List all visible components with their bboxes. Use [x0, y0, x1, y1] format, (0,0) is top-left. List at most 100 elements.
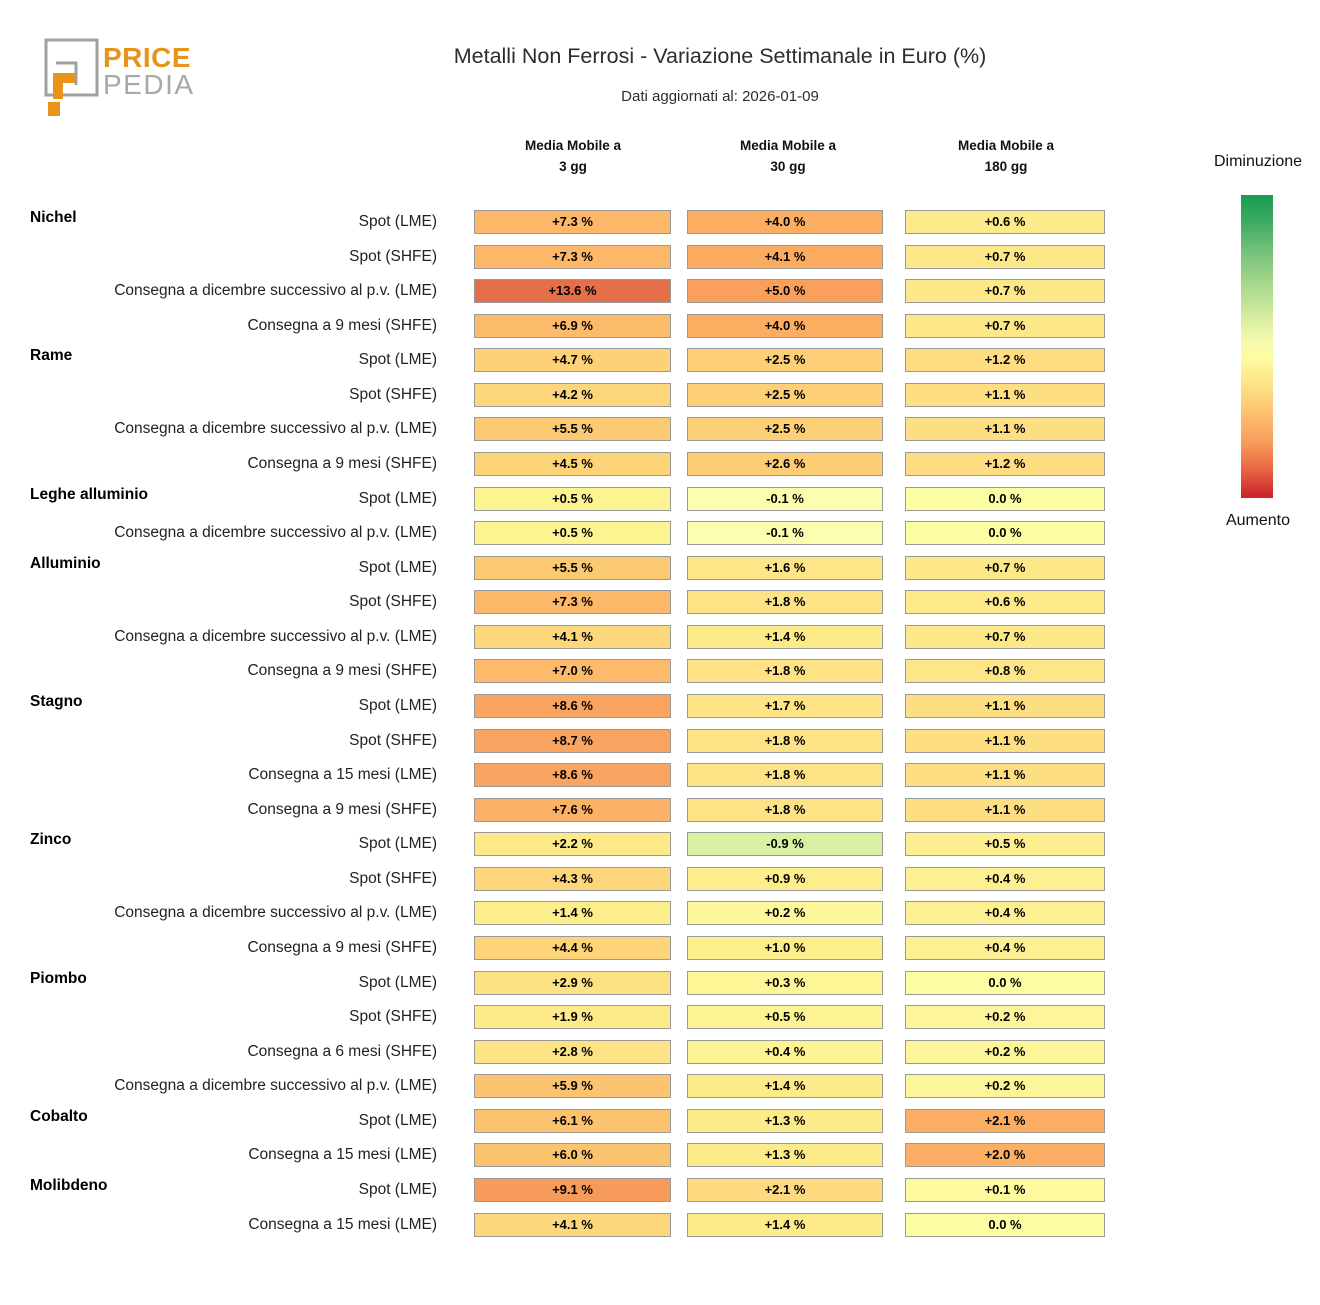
heatmap-cell: +1.9 % — [474, 1005, 671, 1030]
series-label: Spot (SHFE) — [349, 385, 437, 403]
legend-label-decrease: Diminuzione — [1213, 153, 1303, 170]
series-label: Consegna a 9 mesi (SHFE) — [247, 316, 437, 334]
heatmap-cell: +0.2 % — [905, 1039, 1105, 1064]
heatmap-cell: +1.1 % — [905, 693, 1105, 718]
logo-text-price: PRICE — [103, 42, 192, 73]
heatmap-cell: +1.6 % — [687, 555, 883, 580]
heatmap-cell: +4.2 % — [474, 382, 671, 407]
heatmap-cell: +4.4 % — [474, 935, 671, 960]
series-label: Consegna a 9 mesi (SHFE) — [247, 938, 437, 956]
series-label: Spot (LME) — [358, 213, 437, 230]
heatmap-cell: +0.4 % — [905, 901, 1105, 926]
heatmap-cell: +0.2 % — [687, 901, 883, 926]
series-label: Spot (LME) — [358, 1111, 437, 1129]
series-label: Consegna a dicembre successivo al p.v. (… — [114, 282, 437, 300]
heatmap-cell: +1.4 % — [687, 1212, 883, 1237]
series-label: Spot (LME) — [358, 835, 437, 853]
heatmap-cell: +13.6 % — [474, 279, 671, 304]
metal-group-label: Zinco — [30, 831, 72, 849]
series-label: Spot (LME) — [358, 1180, 437, 1198]
heatmap-cell: +1.0 % — [687, 935, 883, 960]
heatmap-cell: +1.8 % — [687, 763, 883, 788]
heatmap-cell: +4.1 % — [474, 1212, 671, 1237]
heatmap-cell: -0.1 % — [687, 521, 883, 546]
heatmap-cell: +6.1 % — [474, 1108, 671, 1133]
heatmap-cell: +0.5 % — [474, 521, 671, 546]
series-label: Spot (SHFE) — [349, 247, 437, 265]
heatmap-cell: +7.6 % — [474, 797, 671, 822]
series-label: Spot (LME) — [358, 558, 437, 576]
series-label: Consegna a dicembre successivo al p.v. (… — [114, 904, 437, 922]
heatmap-cell: +0.7 % — [905, 555, 1105, 580]
heatmap-cell: +1.1 % — [905, 382, 1105, 407]
heatmap-cell: +1.8 % — [687, 728, 883, 753]
heatmap-cell: +7.3 % — [474, 244, 671, 269]
heatmap-cell: +5.0 % — [687, 279, 883, 304]
heatmap-cell: +5.5 % — [474, 555, 671, 580]
series-label: Spot (LME) — [358, 351, 437, 369]
heatmap-cell: +0.4 % — [687, 1039, 883, 1064]
series-label: Consegna a dicembre successivo al p.v. (… — [114, 1077, 437, 1095]
metal-group-label: Alluminio — [30, 554, 101, 572]
heatmap-cell: +0.6 % — [905, 590, 1105, 615]
heatmap-cell: +0.7 % — [905, 313, 1105, 338]
series-label: Spot (LME) — [358, 696, 437, 714]
heatmap-cell: +7.0 % — [474, 659, 671, 684]
heatmap-cell: +0.4 % — [905, 935, 1105, 960]
metal-group-label: Stagno — [30, 692, 83, 710]
metal-group-label: Piombo — [30, 969, 87, 987]
heatmap-cell: 0.0 % — [905, 1212, 1105, 1237]
heatmap-cell: +0.9 % — [687, 866, 883, 891]
heatmap-cell: +8.7 % — [474, 728, 671, 753]
heatmap-cell: 0.0 % — [905, 486, 1105, 511]
series-label: Spot (SHFE) — [349, 593, 437, 611]
page-title: Metalli Non Ferrosi - Variazione Settima… — [453, 44, 987, 68]
heatmap-cell: +1.4 % — [687, 624, 883, 649]
heatmap-cell: 0.0 % — [905, 970, 1105, 995]
series-label: Spot (SHFE) — [349, 1008, 437, 1026]
heatmap-cell: +2.1 % — [905, 1108, 1105, 1133]
heatmap-cell: +4.1 % — [687, 244, 883, 269]
heatmap-cell: +0.8 % — [905, 659, 1105, 684]
series-label: Consegna a 9 mesi (SHFE) — [247, 662, 437, 680]
heatmap-cell: +0.5 % — [905, 832, 1105, 857]
heatmap-cell: +0.7 % — [905, 279, 1105, 304]
heatmap-cell: +1.1 % — [905, 417, 1105, 442]
series-label: Consegna a dicembre successivo al p.v. (… — [114, 524, 437, 542]
updated-date: Dati aggiornati al: 2026-01-09 — [621, 88, 819, 105]
column-header-30gg: Media Mobile a 30 gg — [739, 138, 837, 174]
heatmap-cell: +1.4 % — [687, 1074, 883, 1099]
heatmap-cell: +8.6 % — [474, 693, 671, 718]
series-label: Consegna a 9 mesi (SHFE) — [247, 454, 437, 472]
series-label: Consegna a 6 mesi (SHFE) — [247, 1042, 437, 1060]
heatmap-cell: +1.4 % — [474, 901, 671, 926]
heatmap-cell: +1.1 % — [905, 797, 1105, 822]
heatmap-cell: +1.3 % — [687, 1108, 883, 1133]
heatmap-cell: +2.6 % — [687, 451, 883, 476]
series-label: Consegna a 15 mesi (LME) — [248, 1215, 437, 1233]
heatmap-cell: +9.1 % — [474, 1177, 671, 1202]
heatmap-cell: +2.5 % — [687, 348, 883, 373]
series-label: Consegna a dicembre successivo al p.v. (… — [114, 420, 437, 438]
heatmap-cell: +2.9 % — [474, 970, 671, 995]
heatmap-cell: +1.2 % — [905, 348, 1105, 373]
heatmap-cell: +0.3 % — [687, 970, 883, 995]
heatmap-cell: +8.6 % — [474, 763, 671, 788]
heatmap-cell: +0.5 % — [474, 486, 671, 511]
heatmap-cell: +1.3 % — [687, 1143, 883, 1168]
heatmap-cell: +4.0 % — [687, 210, 883, 234]
heatmap-cell: -0.9 % — [687, 832, 883, 857]
metal-group-label: Cobalto — [30, 1107, 88, 1125]
series-label: Consegna a dicembre successivo al p.v. (… — [114, 627, 437, 645]
series-label: Consegna a 9 mesi (SHFE) — [247, 800, 437, 818]
heatmap-cell: +6.0 % — [474, 1143, 671, 1168]
heatmap-cell: +7.3 % — [474, 590, 671, 615]
heatmap-cell: +2.2 % — [474, 832, 671, 857]
metal-group-label: Nichel — [30, 209, 77, 226]
heatmap-cell: +1.8 % — [687, 659, 883, 684]
pricepedia-logo-mark — [44, 38, 99, 116]
heatmap-cell: 0.0 % — [905, 521, 1105, 546]
colorbar-gradient — [1241, 195, 1273, 498]
